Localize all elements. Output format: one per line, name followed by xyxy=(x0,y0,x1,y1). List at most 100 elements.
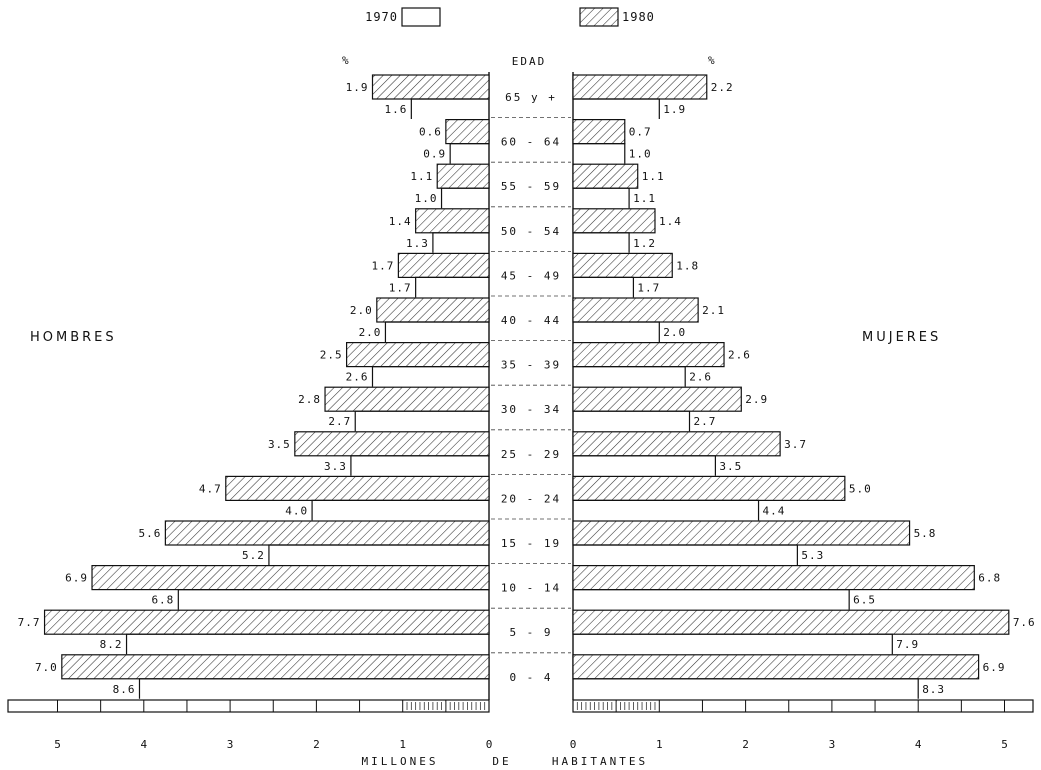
x-axis: 5 4 3 2 1 0 0 1 2 3 4 5 MILLONES DE HABITANTES xyxy=(7,699,1034,768)
value-label-hombres-1970: 2.7 xyxy=(328,415,351,428)
bar-mujeres-1980 xyxy=(572,163,639,189)
bar-hombres-1980 xyxy=(371,74,490,100)
value-label-mujeres-1980: 2.1 xyxy=(702,304,725,317)
bar-hombres-1980 xyxy=(43,609,490,635)
bar-mujeres-1980 xyxy=(572,342,725,368)
value-label-mujeres-1970: 5.3 xyxy=(801,549,824,562)
value-label-mujeres-1970: 2.7 xyxy=(694,415,717,428)
bar-mujeres-1970 xyxy=(573,455,716,476)
bar-mujeres-1970 xyxy=(573,410,691,432)
bar-mujeres-1970 xyxy=(573,544,798,565)
x-tick-label-right: 1 xyxy=(656,738,663,751)
age-group-label: 15 - 19 xyxy=(501,537,561,550)
bar-hombres-1980 xyxy=(445,118,490,145)
age-group-label: 55 - 59 xyxy=(501,180,561,193)
value-label-hombres-1970: 8.2 xyxy=(100,638,123,651)
legend-swatch-1980 xyxy=(579,7,619,27)
value-label-mujeres-1970: 1.7 xyxy=(637,281,660,294)
bar-mujeres-1980 xyxy=(572,520,911,546)
value-label-mujeres-1980: 2.6 xyxy=(728,349,751,362)
age-group-label: 25 - 29 xyxy=(501,448,561,461)
x-tick-label-left: 1 xyxy=(399,738,406,751)
value-label-mujeres-1970: 6.5 xyxy=(853,594,876,607)
x-tick-label-right: 3 xyxy=(829,738,836,751)
age-group-label: 40 - 44 xyxy=(501,314,561,327)
bar-mujeres-1970 xyxy=(573,321,660,342)
bar-hombres-1980 xyxy=(61,654,490,680)
value-label-hombres-1980: 3.5 xyxy=(268,438,291,451)
age-group-label: 45 - 49 xyxy=(501,269,561,282)
age-group-label: 50 - 54 xyxy=(501,225,561,238)
bar-mujeres-1970 xyxy=(573,678,919,699)
bar-mujeres-1980 xyxy=(572,431,781,457)
x-tick-label-right: 4 xyxy=(915,738,922,751)
bar-hombres-1980 xyxy=(225,475,490,501)
bar-hombres-1970 xyxy=(311,499,489,521)
bar-mujeres-1970 xyxy=(573,499,760,521)
x-tick-label-right: 0 xyxy=(570,738,577,751)
bar-hombres-1970 xyxy=(410,98,489,119)
value-label-hombres-1970: 6.8 xyxy=(151,594,174,607)
value-label-mujeres-1970: 2.6 xyxy=(689,371,712,384)
value-label-mujeres-1980: 6.8 xyxy=(978,572,1001,585)
value-label-hombres-1980: 2.0 xyxy=(350,304,373,317)
age-group-label: 20 - 24 xyxy=(501,492,561,505)
bar-hombres-1970 xyxy=(350,455,489,476)
legend: 1970 1980 xyxy=(365,7,654,27)
value-label-hombres-1970: 1.7 xyxy=(389,281,412,294)
x-axis-title-word: MILLONES xyxy=(362,755,439,768)
bar-hombres-1970 xyxy=(384,321,489,342)
value-label-mujeres-1980: 1.4 xyxy=(659,215,682,228)
x-axis-title-word: HABITANTES xyxy=(552,755,648,768)
bar-mujeres-1980 xyxy=(572,475,846,501)
value-label-hombres-1970: 4.0 xyxy=(285,504,308,517)
value-label-mujeres-1980: 1.1 xyxy=(642,170,665,183)
bar-mujeres-1970 xyxy=(573,366,686,387)
age-header: EDAD xyxy=(512,55,547,68)
bar-hombres-1970 xyxy=(125,633,489,655)
bar-mujeres-1970 xyxy=(573,98,660,119)
value-label-hombres-1980: 1.1 xyxy=(410,170,433,183)
bar-hombres-1970 xyxy=(354,410,489,432)
value-label-hombres-1980: 6.9 xyxy=(65,572,88,585)
bar-mujeres-1980 xyxy=(572,74,708,100)
value-label-mujeres-1980: 5.8 xyxy=(914,527,937,540)
bar-mujeres-1980 xyxy=(572,609,1010,635)
value-label-hombres-1970: 5.2 xyxy=(242,549,265,562)
bar-hombres-1980 xyxy=(397,252,490,278)
value-label-mujeres-1980: 2.2 xyxy=(711,81,734,94)
bar-mujeres-1980 xyxy=(572,386,742,412)
value-label-hombres-1980: 1.9 xyxy=(346,81,369,94)
bar-hombres-1980 xyxy=(376,297,490,323)
value-label-hombres-1970: 8.6 xyxy=(113,683,136,696)
value-label-hombres-1970: 0.9 xyxy=(423,148,446,161)
value-label-hombres-1980: 5.6 xyxy=(139,527,162,540)
bar-mujeres-1980 xyxy=(572,208,656,234)
value-label-mujeres-1980: 1.8 xyxy=(676,259,699,272)
value-label-mujeres-1980: 6.9 xyxy=(983,661,1006,674)
bar-hombres-1970 xyxy=(440,187,489,209)
value-label-mujeres-1980: 7.6 xyxy=(1013,616,1036,629)
value-label-hombres-1980: 1.4 xyxy=(389,215,412,228)
x-tick-label-right: 2 xyxy=(742,738,749,751)
x-tick-label-left: 4 xyxy=(140,738,147,751)
bar-hombres-1980 xyxy=(164,520,490,546)
bar-mujeres-1980 xyxy=(572,654,980,680)
right-side-label: MUJERES xyxy=(862,330,941,345)
value-label-mujeres-1980: 0.7 xyxy=(629,126,652,139)
value-label-mujeres-1970: 8.3 xyxy=(922,683,945,696)
bar-hombres-1980 xyxy=(415,208,490,234)
value-label-hombres-1980: 1.7 xyxy=(372,259,395,272)
x-axis-title-word: DE xyxy=(492,755,511,768)
legend-swatch-1970 xyxy=(401,7,441,27)
value-label-mujeres-1970: 3.5 xyxy=(719,460,742,473)
age-group-label: 60 - 64 xyxy=(501,136,561,149)
value-label-mujeres-1970: 1.0 xyxy=(629,148,652,161)
value-label-hombres-1980: 0.6 xyxy=(419,126,442,139)
x-tick-label-right: 5 xyxy=(1001,738,1008,751)
value-label-hombres-1980: 2.5 xyxy=(320,349,343,362)
value-label-hombres-1980: 2.8 xyxy=(298,393,321,406)
value-label-mujeres-1980: 5.0 xyxy=(849,482,872,495)
value-label-mujeres-1970: 4.4 xyxy=(763,504,786,517)
value-label-hombres-1970: 1.0 xyxy=(415,192,438,205)
